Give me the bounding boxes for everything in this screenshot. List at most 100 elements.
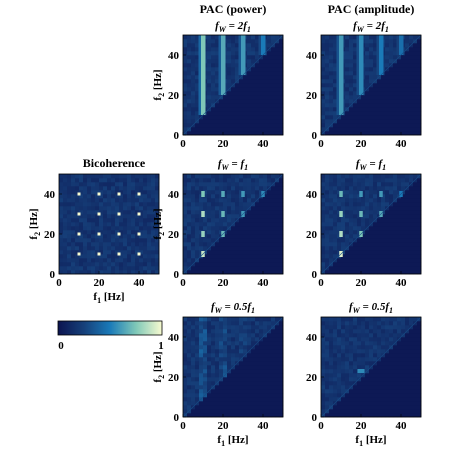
x-tick-label: 0 [180, 138, 186, 150]
svg-text:fW = 2f1: fW = 2f1 [215, 20, 251, 34]
y-tick-label: 20 [44, 229, 56, 241]
bicoherence-peak [117, 212, 121, 216]
y-tick-label: 20 [168, 90, 180, 102]
y-tick-label: 40 [306, 50, 318, 62]
colorbar-min-label: 0 [58, 340, 64, 352]
subtitle-row3-amplitude: fW = 0.5f1 [349, 301, 393, 315]
x-tick-label: 40 [258, 138, 270, 150]
stripe-mark [201, 35, 206, 115]
y-tick-label: 0 [50, 269, 56, 281]
subtitle-row2-power: fW = f1 [218, 158, 248, 172]
stripe-edge-mark [238, 35, 241, 75]
y-axis-label: f2 [Hz] [152, 69, 166, 100]
y-tick-label: 40 [168, 50, 180, 62]
panel-frame [320, 173, 422, 275]
stripe-edge-mark [356, 35, 359, 95]
svg-text:fW = 0.5f1: fW = 0.5f1 [211, 301, 255, 315]
y-tick-label: 0 [174, 412, 180, 424]
pac-peak [359, 211, 363, 217]
x-tick-label: 20 [356, 138, 368, 150]
stripe-mark [221, 35, 226, 95]
pac-peak [221, 211, 225, 217]
bicoherence-title: Bicoherence [83, 156, 146, 170]
x-tick-label: 40 [258, 420, 270, 432]
x-axis-label: f1 [Hz] [93, 291, 124, 305]
x-tick-label: 40 [134, 277, 146, 289]
x-tick-label: 20 [356, 420, 368, 432]
x-tick-label: 0 [318, 138, 324, 150]
x-tick-label: 0 [180, 420, 186, 432]
pac-peak [359, 191, 363, 197]
panel-frame [182, 34, 284, 136]
colorbar-max-label: 1 [158, 340, 164, 352]
stripe-edge-mark [336, 35, 339, 115]
stripe-mark [399, 35, 404, 55]
heatmap-panel-7: 0 20 40 0 20 40 f1 [Hz] [306, 316, 422, 448]
svg-text:fW = 0.5f1: fW = 0.5f1 [349, 301, 393, 315]
subtitle-row1-power: fW = 2f1 [215, 20, 251, 34]
x-tick-label: 20 [218, 138, 230, 150]
y-axis-label: f2 [Hz] [152, 351, 166, 382]
subtitle-row2-amplitude: fW = f1 [356, 158, 386, 172]
bicoherence-peak [137, 232, 141, 236]
y-tick-label: 0 [312, 130, 318, 142]
pac-peak [379, 191, 383, 197]
bicoherence-peak [97, 232, 101, 236]
svg-text:fW = f1: fW = f1 [356, 158, 386, 172]
y-tick-label: 40 [306, 332, 318, 344]
heatmap-panel-5: 0 20 40 0 20 40 [306, 173, 422, 289]
y-tick-label: 20 [306, 372, 318, 384]
subtitle-row3-power: fW = 0.5f1 [211, 301, 255, 315]
pac-peak [241, 191, 245, 197]
subtitle-row1-amplitude: fW = 2f1 [353, 20, 389, 34]
x-axis-label: f1 [Hz] [217, 434, 248, 448]
diagonal-line [182, 34, 284, 136]
x-axis-label: f1 [Hz] [355, 434, 386, 448]
panel-frame [182, 316, 284, 418]
panel-frame [182, 173, 284, 275]
y-tick-label: 0 [312, 412, 318, 424]
diagonal-line [320, 34, 422, 136]
x-tick-label: 20 [218, 420, 230, 432]
bicoherence-peak [117, 252, 121, 256]
panel-frame [320, 34, 422, 136]
y-tick-label: 20 [306, 229, 318, 241]
bicoherence-peak [137, 252, 141, 256]
y-tick-label: 40 [306, 189, 318, 201]
y-tick-label: 0 [312, 269, 318, 281]
stripe-mark [379, 35, 384, 75]
x-tick-label: 0 [180, 277, 186, 289]
bicoherence-peak [137, 212, 141, 216]
stripe-edge-mark [396, 35, 399, 55]
pac-peak [339, 231, 343, 237]
bicoherence-peak [137, 192, 141, 196]
pac-peak [201, 211, 205, 217]
stripe-edge-mark [218, 35, 221, 95]
y-tick-label: 40 [44, 189, 56, 201]
pac-peak [339, 211, 343, 217]
x-tick-label: 40 [258, 277, 270, 289]
diagonal-line [182, 316, 284, 418]
y-tick-label: 40 [168, 189, 180, 201]
stripe-mark [241, 35, 246, 75]
diagonal-line [182, 173, 284, 275]
pac-peak [221, 191, 225, 197]
diagonal-line [320, 173, 422, 275]
x-tick-label: 0 [318, 277, 324, 289]
bicoherence-peak [97, 192, 101, 196]
x-tick-label: 40 [396, 277, 408, 289]
y-tick-label: 40 [168, 332, 180, 344]
pac-peak [357, 369, 365, 373]
bicoherence-peak [77, 232, 81, 236]
pac-peak [339, 191, 343, 197]
bicoherence-peak [117, 192, 121, 196]
stripe-edge-mark [258, 35, 261, 55]
stripe-mark [339, 35, 344, 115]
x-tick-label: 20 [218, 277, 230, 289]
bicoherence-peak [77, 192, 81, 196]
panel-frame [320, 316, 422, 418]
